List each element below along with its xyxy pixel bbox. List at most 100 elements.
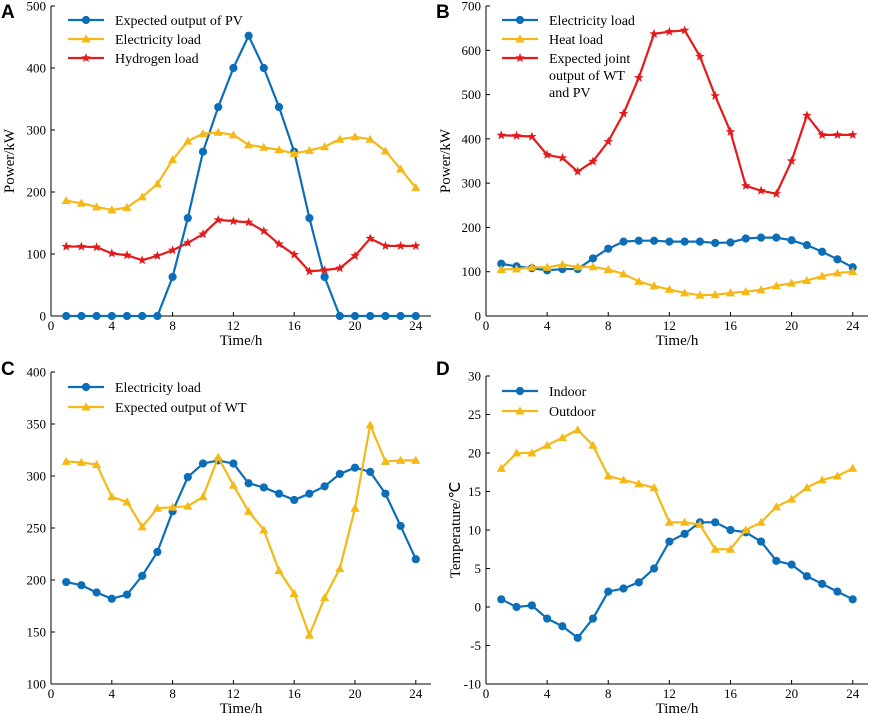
data-point	[787, 236, 796, 245]
data-point	[649, 28, 659, 38]
data-point	[649, 564, 659, 573]
data-point	[603, 264, 613, 273]
legend-marker	[515, 406, 525, 415]
data-point	[183, 472, 192, 482]
data-point	[848, 463, 858, 472]
data-point	[214, 102, 223, 112]
data-point	[244, 140, 254, 149]
y-tick-label: 100	[27, 677, 47, 692]
data-point	[741, 180, 751, 190]
legend-label: Expected output of PV	[115, 14, 243, 29]
x-tick-label: 4	[544, 686, 551, 701]
data-point	[818, 579, 827, 589]
y-tick-label: 400	[27, 365, 47, 380]
data-point	[557, 260, 567, 269]
data-point	[290, 495, 299, 505]
legend-item: Hydrogen load	[68, 52, 199, 67]
y-tick-label: 100	[462, 264, 482, 279]
data-point	[665, 537, 674, 546]
y-tick-label: 100	[27, 247, 47, 262]
legend-item: Indoor	[502, 385, 587, 400]
data-point	[198, 147, 208, 156]
data-point	[527, 601, 536, 610]
data-point	[787, 494, 797, 503]
y-tick-label: 600	[462, 43, 482, 58]
data-point	[335, 563, 345, 573]
y-tick-label: 0	[40, 309, 47, 324]
x-tick-label: 0	[48, 318, 55, 333]
data-point	[350, 132, 360, 141]
data-point	[107, 248, 117, 258]
x-tick-label: 8	[169, 686, 176, 701]
data-point	[649, 236, 659, 245]
y-tick-label: 15	[468, 484, 481, 499]
data-point	[122, 590, 132, 599]
legend-label: Indoor	[549, 385, 587, 400]
data-point	[304, 145, 314, 154]
data-point	[411, 455, 421, 464]
data-point	[396, 521, 405, 531]
data-point	[228, 216, 239, 226]
legend-marker	[81, 53, 91, 63]
x-tick-label: 12	[663, 686, 676, 701]
panel-letter: C	[1, 359, 15, 380]
y-tick-label: 250	[27, 521, 47, 536]
data-point	[725, 126, 736, 136]
legend-marker	[515, 15, 525, 25]
data-point	[588, 254, 598, 263]
data-point	[664, 284, 674, 293]
data-point	[680, 517, 690, 526]
panel-letter: B	[436, 2, 450, 23]
y-tick-label: 400	[27, 61, 47, 76]
data-point	[107, 594, 116, 603]
data-point	[366, 311, 375, 321]
legend-label: Electricity load	[115, 381, 201, 396]
data-point	[244, 31, 253, 40]
data-point	[153, 547, 162, 557]
data-point	[183, 136, 193, 145]
x-tick-label: 20	[349, 686, 362, 701]
x-tick-label: 20	[349, 318, 362, 333]
data-point	[542, 262, 552, 271]
data-point	[771, 281, 781, 290]
data-point	[77, 581, 86, 590]
data-point	[588, 614, 598, 623]
data-point	[756, 233, 766, 242]
data-point	[411, 183, 421, 192]
data-point	[304, 266, 315, 276]
data-point	[198, 459, 208, 468]
x-tick-label: 4	[109, 686, 116, 701]
data-point	[603, 471, 613, 480]
data-point	[496, 463, 506, 472]
data-point	[726, 238, 735, 247]
data-point	[320, 272, 329, 282]
data-point	[107, 311, 116, 321]
data-point	[168, 272, 177, 282]
series-line	[66, 34, 416, 318]
data-point	[741, 287, 751, 296]
data-point	[802, 572, 811, 581]
data-point	[725, 544, 736, 553]
data-point	[665, 237, 674, 246]
series-0	[62, 31, 420, 321]
y-tick-label: 0	[475, 600, 482, 615]
data-point	[213, 452, 223, 461]
data-point	[802, 241, 811, 250]
data-point	[380, 240, 391, 250]
data-point	[61, 241, 71, 251]
data-point	[619, 584, 628, 593]
data-point	[320, 482, 329, 491]
data-point	[695, 520, 705, 529]
x-tick-label: 12	[227, 686, 240, 701]
panel-letter: D	[436, 359, 450, 380]
data-point	[92, 588, 101, 597]
data-point	[259, 142, 269, 151]
data-point	[411, 555, 420, 564]
x-tick-label: 0	[48, 686, 55, 701]
data-point	[122, 250, 132, 260]
legend-label: Expected output of WT	[115, 401, 247, 416]
series-2	[61, 214, 421, 276]
data-point	[305, 213, 314, 223]
data-point	[107, 205, 117, 214]
data-point	[558, 622, 567, 631]
